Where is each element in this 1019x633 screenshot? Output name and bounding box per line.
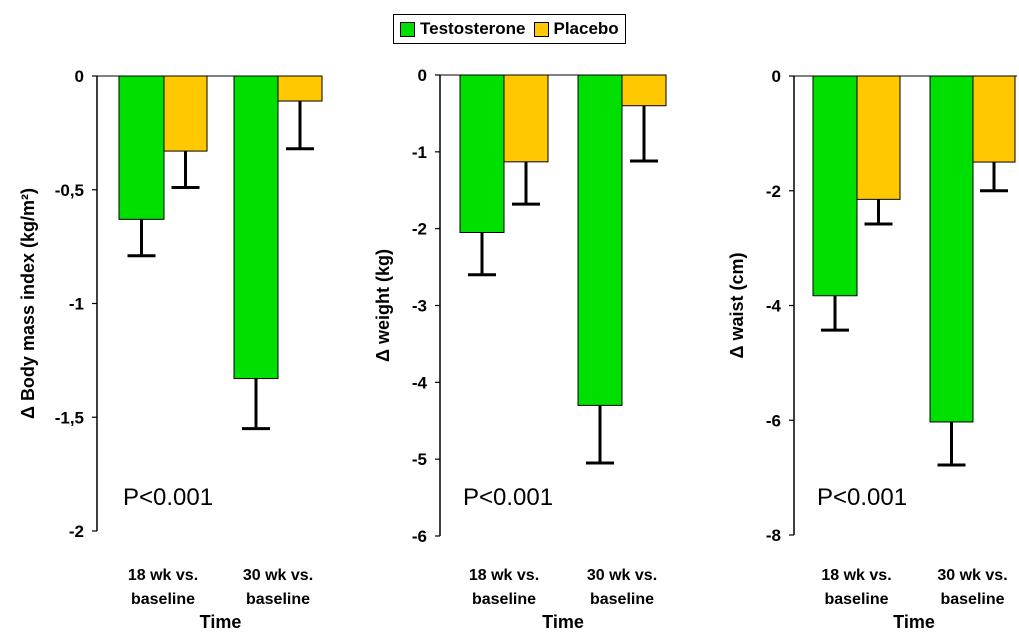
x-axis-title: Time — [893, 612, 935, 632]
y-tick-label: -1 — [69, 295, 84, 314]
x-axis-title: Time — [200, 612, 242, 632]
y-tick-label: -0,5 — [55, 181, 84, 200]
bar-testosterone — [459, 74, 505, 234]
y-tick-label: -2 — [69, 522, 84, 541]
y-tick-label: -4 — [412, 373, 428, 392]
x-axis-title: Time — [542, 612, 584, 632]
legend: Testosterone Placebo — [393, 14, 626, 44]
y-tick-label: -4 — [766, 297, 782, 316]
y-tick-label: -2 — [412, 220, 427, 239]
legend-item-testosterone: Testosterone — [400, 19, 526, 39]
y-tick-label: -2 — [766, 182, 781, 201]
x-tick-label: baseline — [472, 591, 536, 608]
legend-label-testosterone: Testosterone — [420, 19, 526, 38]
x-tick-label: 18 wk vs. — [469, 567, 539, 584]
y-axis-title: Δ Body mass index (kg/m²) — [18, 188, 38, 419]
y-tick-label: -1,5 — [55, 408, 84, 427]
y-tick-label: 0 — [418, 66, 427, 85]
x-tick-label: 18 wk vs. — [821, 567, 891, 584]
bar-testosterone — [233, 75, 279, 380]
bar-placebo — [277, 75, 323, 102]
bar-placebo — [856, 75, 901, 200]
y-axis-title: Δ waist (cm) — [727, 253, 747, 359]
x-tick-label: 30 wk vs. — [243, 567, 313, 584]
y-tick-label: -8 — [766, 526, 781, 545]
bar-testosterone — [812, 75, 858, 297]
x-tick-label: baseline — [824, 591, 888, 608]
bar-testosterone — [929, 75, 974, 423]
y-tick-label: -3 — [412, 297, 427, 316]
legend-swatch-placebo — [533, 21, 549, 37]
x-tick-label: 30 wk vs. — [587, 567, 657, 584]
y-axis-title: Δ weight (kg) — [373, 249, 393, 362]
p-value-annotation: P<0.001 — [463, 484, 553, 511]
x-tick-label: baseline — [246, 591, 310, 608]
y-tick-label: 0 — [75, 67, 84, 86]
bar-placebo — [163, 75, 208, 152]
p-value-annotation: P<0.001 — [817, 484, 907, 511]
bar-placebo — [972, 75, 1016, 163]
x-tick-label: baseline — [131, 591, 195, 608]
y-tick-label: -1 — [412, 143, 427, 162]
y-tick-label: -5 — [412, 450, 427, 469]
bar-testosterone — [577, 74, 623, 406]
y-tick-label: -6 — [766, 411, 781, 430]
legend-item-placebo: Placebo — [533, 19, 619, 39]
bar-testosterone — [118, 75, 165, 220]
bar-placebo — [621, 74, 667, 107]
legend-swatch-testosterone — [400, 21, 415, 37]
x-tick-label: 18 wk vs. — [128, 567, 198, 584]
y-tick-label: 0 — [772, 67, 781, 86]
legend-label-placebo: Placebo — [553, 19, 619, 38]
x-tick-label: baseline — [940, 591, 1004, 608]
p-value-annotation: P<0.001 — [123, 484, 213, 511]
x-tick-label: baseline — [590, 591, 654, 608]
bar-placebo — [503, 74, 549, 163]
y-tick-label: -6 — [412, 527, 427, 546]
x-tick-label: 30 wk vs. — [937, 567, 1007, 584]
